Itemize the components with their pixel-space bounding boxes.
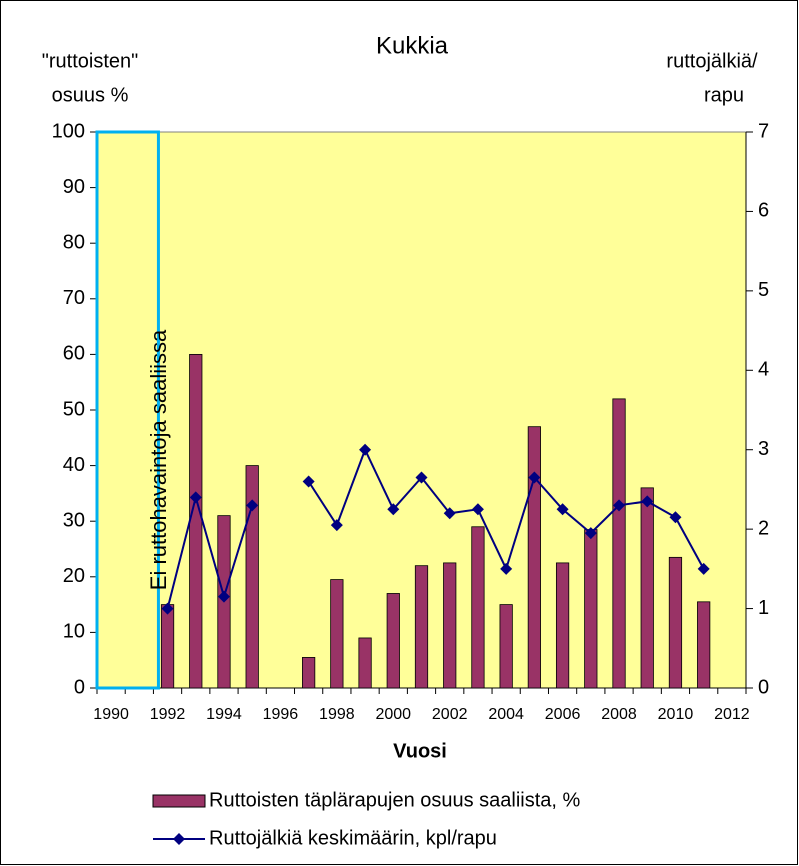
marker (528, 471, 541, 484)
bar (527, 426, 541, 689)
bar (612, 398, 626, 689)
x-tick-label: 1992 (150, 706, 186, 723)
marker (471, 503, 484, 516)
y-axis-title: osuus % (52, 84, 129, 106)
bar (443, 562, 457, 689)
y-tick-label: 40 (63, 454, 85, 476)
marker (697, 562, 710, 575)
bar (640, 487, 654, 689)
bar (471, 526, 485, 689)
y2-tick-label: 3 (758, 438, 769, 460)
y-tick-label: 100 (52, 120, 85, 142)
marker (246, 499, 259, 512)
y2-tick-label: 0 (758, 676, 769, 698)
x-tick-label: 1994 (206, 706, 242, 723)
marker (613, 499, 626, 512)
legend-swatch (152, 794, 206, 808)
y2-tick-label: 2 (758, 517, 769, 539)
marker (641, 495, 654, 508)
x-tick-label: 2002 (432, 706, 468, 723)
x-tick-label: 2004 (488, 706, 524, 723)
marker (443, 507, 456, 520)
bar (668, 556, 683, 689)
x-tick-label: 1990 (93, 706, 129, 723)
bar (386, 593, 400, 689)
bar (697, 601, 711, 689)
legend-marker (173, 833, 185, 845)
x-tick-label: 2008 (601, 706, 637, 723)
y-axis-title: "ruttoisten" (42, 50, 138, 72)
x-tick-label: 1998 (319, 706, 355, 723)
x-tick-label: 1996 (263, 706, 299, 723)
y-tick-label: 80 (63, 231, 85, 253)
marker (330, 519, 343, 532)
y-tick-label: 60 (63, 343, 85, 365)
y-tick-label: 70 (63, 287, 85, 309)
y2-tick-label: 6 (758, 200, 769, 222)
y2-axis-title: rapu (704, 84, 744, 106)
bar (245, 465, 259, 689)
marker (189, 491, 202, 504)
y2-axis-title: ruttojälkiä/ (666, 50, 758, 72)
bar (330, 579, 344, 689)
bar (189, 353, 203, 689)
marker (387, 503, 400, 516)
y2-tick-label: 5 (758, 279, 769, 301)
marker (669, 511, 682, 524)
y-tick-label: 50 (63, 398, 85, 420)
marker (584, 527, 597, 540)
marker (217, 590, 230, 603)
annotation-box (95, 130, 160, 690)
y2-tick-label: 1 (758, 597, 769, 619)
legend-label: Ruttoisten täplärapujen osuus saaliista,… (209, 789, 581, 811)
y-tick-label: 30 (63, 509, 85, 531)
y-tick-label: 10 (63, 621, 85, 643)
bar (555, 562, 570, 689)
x-tick-label: 2000 (375, 706, 411, 723)
y-tick-label: 20 (63, 565, 85, 587)
bar (302, 657, 316, 689)
bar (414, 565, 429, 689)
bar (499, 604, 513, 689)
bar (584, 529, 598, 689)
x-axis-title: Vuosi (393, 740, 447, 762)
y-tick-label: 0 (74, 676, 85, 698)
y2-tick-label: 4 (758, 359, 769, 381)
bar (358, 637, 372, 689)
annotation: Ei ruttohavaintoja saaliissa (146, 329, 171, 590)
x-tick-label: 2012 (714, 706, 750, 723)
marker (161, 602, 174, 615)
x-tick-label: 2006 (545, 706, 581, 723)
marker (415, 471, 428, 484)
y2-tick-label: 7 (758, 120, 769, 142)
marker (500, 562, 513, 575)
bar (160, 604, 175, 689)
x-tick-label: 2010 (658, 706, 694, 723)
chart-title: Kukkia (376, 32, 449, 59)
marker (556, 503, 569, 516)
marker (359, 443, 372, 456)
y-tick-label: 90 (63, 176, 85, 198)
marker (302, 475, 315, 488)
legend-label: Ruttojälkiä keskimäärin, kpl/rapu (209, 827, 497, 849)
